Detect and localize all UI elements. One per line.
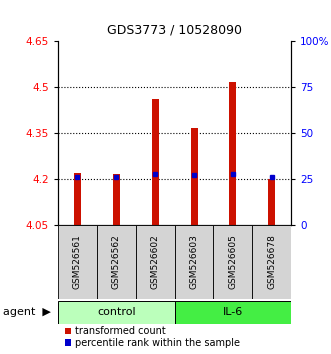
Bar	[136, 225, 175, 299]
Bar	[58, 301, 175, 324]
Text: transformed count: transformed count	[75, 326, 166, 336]
Text: percentile rank within the sample: percentile rank within the sample	[75, 338, 240, 348]
Title: GDS3773 / 10528090: GDS3773 / 10528090	[107, 24, 242, 37]
Bar	[229, 82, 236, 225]
Text: GSM526602: GSM526602	[151, 235, 160, 289]
Bar	[191, 128, 198, 225]
Text: control: control	[97, 307, 136, 318]
Text: IL-6: IL-6	[223, 307, 243, 318]
Bar	[175, 301, 291, 324]
Text: GSM526678: GSM526678	[267, 234, 276, 290]
Bar	[97, 225, 136, 299]
Text: GSM526603: GSM526603	[190, 234, 199, 290]
Text: GSM526561: GSM526561	[73, 234, 82, 290]
Bar	[152, 99, 159, 225]
Bar	[213, 225, 252, 299]
Bar	[58, 225, 97, 299]
Bar	[175, 225, 213, 299]
Text: GSM526562: GSM526562	[112, 235, 121, 289]
Bar	[268, 179, 275, 225]
Text: GSM526605: GSM526605	[228, 234, 237, 290]
Bar	[74, 173, 81, 225]
Text: agent  ▶: agent ▶	[3, 307, 51, 318]
Bar	[113, 174, 120, 225]
Bar	[252, 225, 291, 299]
